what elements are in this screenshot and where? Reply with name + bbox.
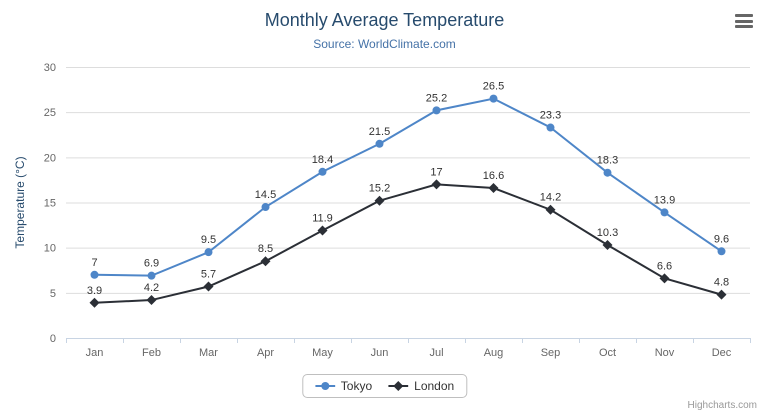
data-label-tokyo: 6.9	[144, 258, 159, 270]
x-axis-tick-label: Mar	[199, 347, 218, 359]
data-label-london: 8.5	[258, 243, 273, 255]
marker-diamond-london[interactable]	[317, 225, 328, 236]
x-axis-tick-label: Dec	[712, 347, 732, 359]
marker-diamond-london[interactable]	[602, 239, 613, 250]
data-label-london: 10.3	[597, 227, 618, 239]
marker-circle-tokyo[interactable]	[717, 247, 726, 256]
data-label-london: 6.6	[657, 260, 672, 272]
marker-circle-tokyo[interactable]	[375, 139, 384, 148]
credits-link[interactable]: Highcharts.com	[687, 400, 757, 411]
x-axis-tick-label: Jun	[371, 347, 389, 359]
marker-circle-tokyo[interactable]	[261, 203, 270, 212]
x-axis-tick-label: Apr	[257, 347, 274, 359]
y-axis-title: Temperature (°C)	[13, 156, 27, 248]
data-label-tokyo: 13.9	[654, 194, 675, 206]
series-line-tokyo[interactable]	[94, 97, 723, 277]
legend: Tokyo London	[301, 374, 468, 398]
export-menu-button[interactable]	[735, 14, 753, 28]
y-axis-tick-label: 30	[44, 62, 56, 74]
series-line-london[interactable]	[94, 183, 722, 304]
marker-diamond-london[interactable]	[716, 289, 727, 300]
marker-diamond-london[interactable]	[89, 297, 100, 308]
data-label-london: 11.9	[312, 213, 333, 225]
marker-diamond-london[interactable]	[260, 256, 271, 267]
marker-diamond-london[interactable]	[545, 204, 556, 215]
y-axis-tick-label: 0	[50, 333, 56, 345]
legend-diamond-icon	[388, 381, 409, 391]
y-axis-tick-label: 5	[50, 288, 56, 300]
data-label-tokyo: 7	[91, 257, 97, 269]
hamburger-icon-bar	[735, 19, 753, 23]
marker-circle-tokyo[interactable]	[318, 167, 327, 176]
x-axis-tick-label: Jul	[429, 347, 443, 359]
marker-circle-tokyo[interactable]	[432, 106, 441, 115]
marker-diamond-london[interactable]	[659, 273, 670, 284]
data-label-tokyo: 23.3	[540, 110, 561, 122]
hamburger-icon-bar	[735, 25, 753, 28]
marker-circle-tokyo[interactable]	[147, 271, 156, 280]
data-label-tokyo: 14.5	[255, 189, 276, 201]
x-axis-tick-label: May	[312, 347, 333, 359]
data-label-london: 16.6	[483, 170, 504, 182]
x-axis-tick-label: Oct	[599, 347, 616, 359]
x-axis-tick-label: Nov	[655, 347, 675, 359]
data-label-tokyo: 18.3	[597, 155, 618, 167]
x-axis-tick-label: Feb	[142, 347, 161, 359]
marker-circle-tokyo[interactable]	[660, 208, 669, 217]
data-label-tokyo: 9.5	[201, 234, 216, 246]
marker-circle-tokyo[interactable]	[90, 270, 99, 279]
legend-label-london: London	[414, 379, 455, 393]
marker-diamond-london[interactable]	[488, 183, 499, 194]
marker-diamond-london[interactable]	[374, 195, 385, 206]
data-label-london: 14.2	[540, 192, 561, 204]
legend-label-tokyo: Tokyo	[340, 379, 373, 393]
hamburger-icon	[735, 14, 753, 17]
data-label-tokyo: 26.5	[483, 81, 504, 93]
legend-item-tokyo[interactable]: Tokyo	[314, 379, 373, 393]
data-label-tokyo: 18.4	[312, 154, 333, 166]
legend-item-london[interactable]: London	[388, 379, 454, 393]
y-axis-tick-label: 15	[44, 198, 56, 210]
data-label-london: 5.7	[201, 269, 216, 281]
data-label-london: 15.2	[369, 183, 390, 195]
y-axis-tick-label: 25	[44, 107, 56, 119]
marker-circle-tokyo[interactable]	[489, 94, 498, 103]
marker-diamond-london[interactable]	[203, 281, 214, 292]
chart-subtitle: Source: WorldClimate.com	[313, 37, 456, 51]
x-axis-tick-label: Jan	[86, 347, 104, 359]
data-label-london: 17	[430, 166, 442, 178]
data-label-london: 3.9	[87, 285, 102, 297]
marker-circle-tokyo[interactable]	[204, 248, 213, 257]
x-axis-tick-label: Sep	[541, 347, 561, 359]
legend-circle-icon	[314, 382, 335, 390]
x-axis-tick-label: Aug	[484, 347, 504, 359]
data-label-tokyo: 25.2	[426, 92, 447, 104]
data-label-london: 4.8	[714, 277, 729, 289]
y-axis-tick-label: 20	[44, 152, 56, 164]
marker-diamond-london[interactable]	[146, 295, 157, 306]
data-label-london: 4.2	[144, 282, 159, 294]
chart-title: Monthly Average Temperature	[264, 10, 505, 30]
data-label-tokyo: 21.5	[369, 126, 390, 138]
marker-circle-tokyo[interactable]	[546, 123, 555, 132]
data-label-tokyo: 9.6	[714, 233, 729, 245]
y-axis-tick-label: 10	[44, 243, 56, 255]
marker-circle-tokyo[interactable]	[603, 168, 612, 177]
marker-diamond-london[interactable]	[431, 179, 442, 190]
